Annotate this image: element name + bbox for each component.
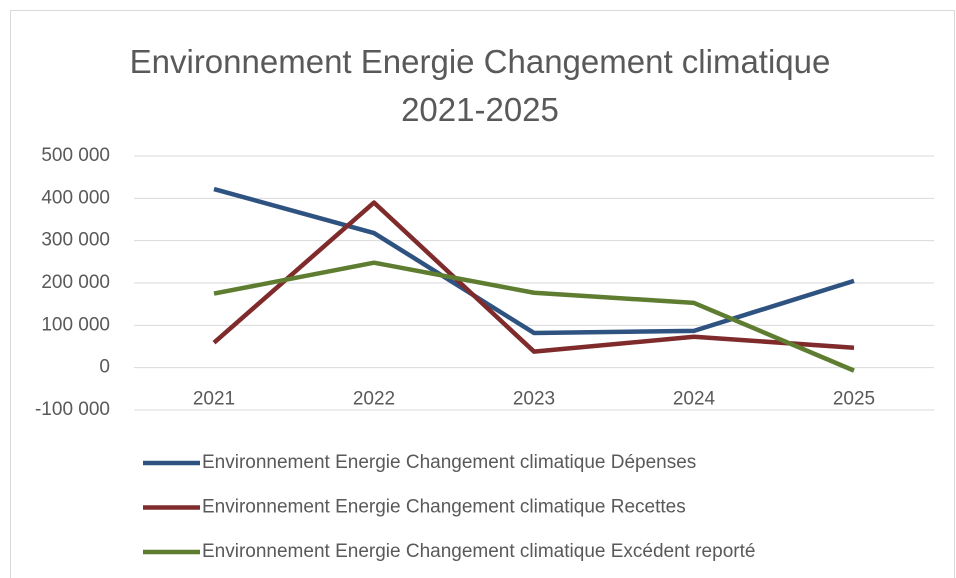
legend-label: Environnement Energie Changement climati… [202,541,755,562]
x-tick-label: 2025 [833,389,875,410]
chart-border [10,10,955,578]
x-tick-label: 2023 [513,389,555,410]
x-tick-label: 2022 [353,389,395,410]
series-line [213,186,855,336]
y-tick-label: 100 000 [41,314,110,335]
chart-title: Environnement Energie Changement climati… [129,43,831,128]
y-tick-label: -100 000 [35,399,110,420]
legend-label: Environnement Energie Changement climati… [202,452,696,473]
y-tick-label: 300 000 [41,230,110,251]
y-tick-label: 200 000 [41,272,110,293]
series-line [212,200,855,354]
series-line [213,260,855,373]
x-tick-label: 2024 [673,389,716,410]
y-tick-label: 400 000 [41,187,110,208]
y-tick-label: 500 000 [41,145,110,166]
legend-label: Environnement Energie Changement climati… [202,497,686,518]
y-tick-label: 0 [99,357,110,378]
x-tick-label: 2021 [193,389,235,410]
